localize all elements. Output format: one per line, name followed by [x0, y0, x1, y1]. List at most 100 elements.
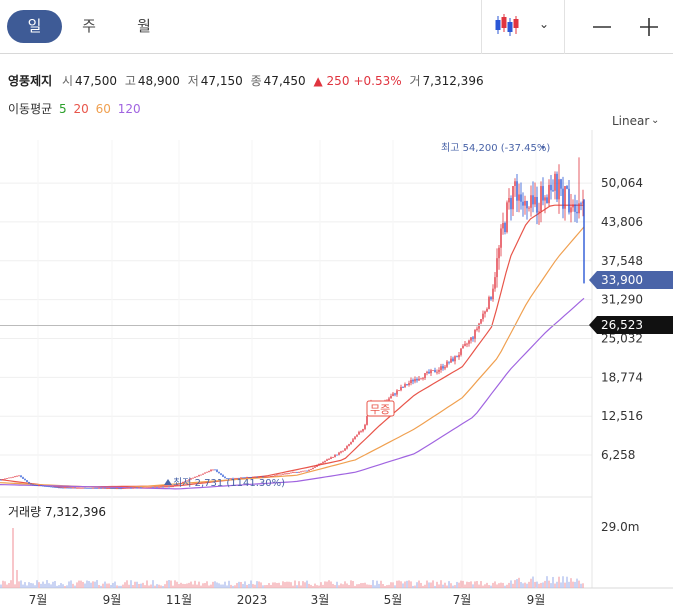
volume-bar [324, 581, 326, 588]
stock-name: 영풍제지 [8, 74, 53, 88]
volume-bar [510, 580, 512, 588]
volume-bar [128, 584, 130, 588]
volume-bar [358, 584, 360, 588]
candle-body [574, 204, 576, 212]
candle-body [194, 476, 196, 478]
volume-bar [288, 581, 290, 588]
scale-mode-selector[interactable]: Linear [612, 114, 650, 128]
candle-body [576, 211, 578, 214]
volume-bar [368, 584, 370, 588]
volume-bar [132, 585, 134, 588]
ma-5: 5 [59, 102, 67, 116]
candle-body [168, 486, 170, 488]
candle-body [196, 476, 198, 478]
volume-bar [20, 580, 22, 588]
candle-body [236, 478, 238, 479]
volume-bar [282, 581, 284, 588]
candle-body [100, 488, 102, 489]
chevron-down-icon[interactable]: ⌄ [651, 115, 660, 126]
volume-bar [526, 583, 528, 588]
minus-icon[interactable] [587, 12, 617, 42]
candle-body [562, 188, 564, 209]
volume-bar [86, 580, 88, 588]
volume-bar [262, 585, 264, 588]
volume-bar [314, 583, 316, 588]
candle-body [158, 486, 160, 488]
volume-bar [122, 584, 124, 588]
volume-bar [484, 584, 486, 588]
chevron-down-icon[interactable]: ⌄ [539, 17, 550, 31]
volume-bar [448, 581, 450, 588]
plus-icon[interactable] [634, 12, 664, 42]
volume-bar [438, 584, 440, 588]
candle-body [298, 472, 300, 473]
volume-bar [442, 584, 444, 588]
price-chart[interactable]: 50,064 43,806 37,548 31,290 25,032 18,774 12,5… [0, 130, 673, 612]
volume-bar [50, 584, 52, 588]
volume-bar [90, 582, 92, 588]
volume-bar [14, 584, 16, 588]
volume-bar [360, 583, 362, 588]
min-price-annotation: 최저 2,731 (1141.30%) [173, 477, 285, 489]
candle-body [88, 487, 90, 489]
volume-bar [322, 584, 324, 588]
candle-body [520, 194, 522, 202]
tab-weekly[interactable]: 주 [82, 17, 96, 35]
chart-type-selector[interactable]: ⌄ [481, 0, 565, 54]
y-tick-label: 50,064 [601, 176, 643, 190]
candle-body [246, 477, 248, 478]
candle-body [120, 488, 122, 490]
candle-body [476, 328, 478, 330]
candle-body [340, 451, 342, 453]
candle-body [412, 379, 414, 382]
tab-monthly[interactable]: 월 [137, 17, 151, 35]
candle-body [40, 485, 42, 487]
high-label: 고 [124, 74, 136, 88]
volume-bar [102, 583, 104, 588]
volume-bar [106, 583, 108, 588]
ma-label: 이동평균 [8, 102, 53, 116]
volume-legend-value: 7,312,396 [44, 505, 107, 519]
candle-body [528, 207, 530, 209]
candle-body [208, 471, 210, 472]
candle-body [222, 474, 224, 477]
volume-bar [540, 582, 542, 588]
x-tick-label: 9월 [527, 593, 546, 607]
volume-bar [388, 584, 390, 588]
volume-bar [180, 582, 182, 588]
volume-bar [46, 580, 48, 588]
candle-body [42, 485, 44, 487]
volume-bar [62, 584, 64, 588]
volume-bar [404, 581, 406, 588]
candle-body [248, 477, 250, 478]
candle-body [560, 179, 562, 189]
candle-body [78, 487, 80, 489]
tab-daily[interactable]: 일 [7, 10, 62, 43]
volume-bar [482, 585, 484, 588]
volume-bar [460, 580, 462, 588]
volume-bar [356, 584, 358, 588]
volume-bar [546, 576, 548, 588]
candle-body [112, 488, 114, 489]
candle-body [18, 475, 20, 477]
volume-bar [218, 583, 220, 588]
volume-bar [154, 585, 156, 588]
volume-bar [186, 583, 188, 588]
volume-bar [202, 583, 204, 588]
volume-bar [234, 585, 236, 588]
volume-bar [348, 584, 350, 588]
moving-average-legend[interactable]: 이동평균 5 20 60 120 [8, 100, 141, 117]
volume-bar [134, 581, 136, 588]
volume-bar [512, 583, 514, 588]
event-badge[interactable]: 무증 [366, 400, 395, 417]
volume-bar [418, 580, 420, 588]
volume-bar [52, 581, 54, 588]
candle-body [290, 472, 292, 474]
volume-bar [302, 581, 304, 588]
candle-body [326, 459, 328, 461]
volume-bar [72, 583, 74, 588]
candle-body [534, 196, 536, 205]
volume-bar [182, 583, 184, 588]
candle-body [132, 487, 134, 489]
candle-body [238, 478, 240, 479]
